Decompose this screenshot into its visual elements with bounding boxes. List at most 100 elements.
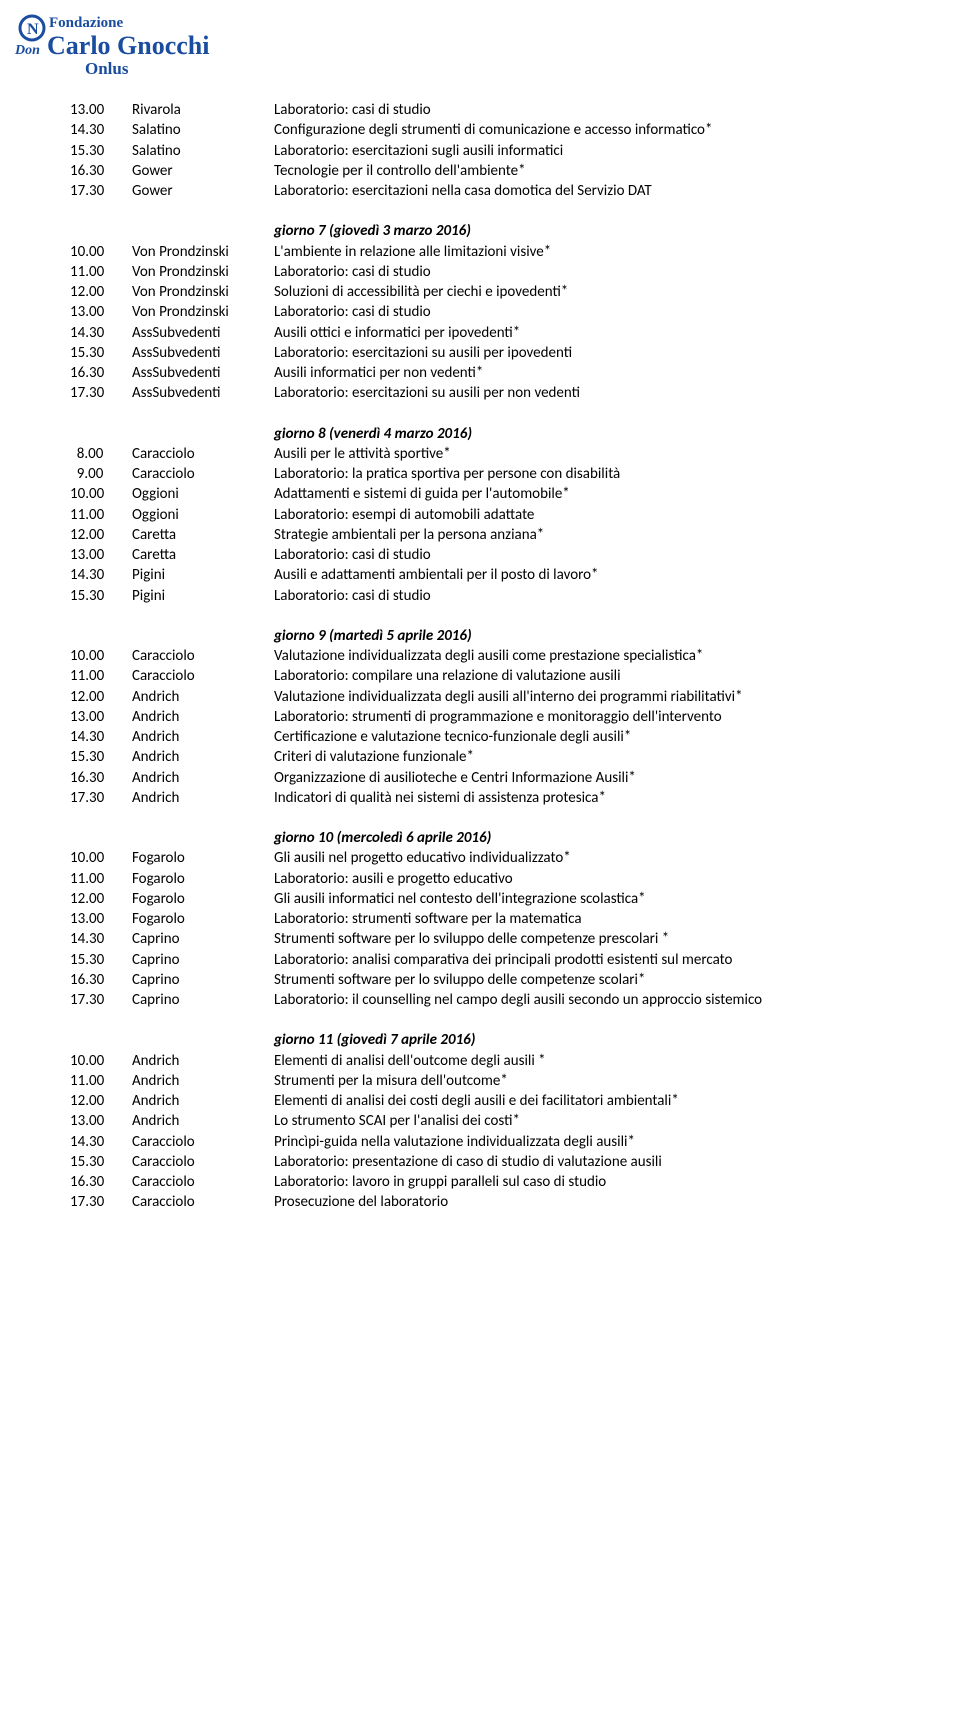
- speaker-cell: Von Prondzinski: [132, 302, 274, 322]
- time-cell: 10.00: [70, 1051, 132, 1071]
- time-cell: 13.00: [70, 707, 132, 727]
- schedule-row: 10.00AndrichElementi di analisi dell'out…: [70, 1051, 890, 1071]
- description-cell: Laboratorio: presentazione di caso di st…: [274, 1152, 890, 1172]
- description-cell: Laboratorio: esercitazioni sugli ausili …: [274, 141, 890, 161]
- schedule-row: 16.30CaprinoStrumenti software per lo sv…: [70, 970, 890, 990]
- day-heading: giorno 10 (mercoledì 6 aprile 2016): [274, 828, 890, 848]
- svg-text:Don: Don: [15, 43, 40, 58]
- schedule-row: 15.30CaraccioloLaboratorio: presentazion…: [70, 1152, 890, 1172]
- time-cell: 12.00: [70, 282, 132, 302]
- time-cell: 9.00: [70, 464, 132, 484]
- schedule-row: 10.00CaraccioloValutazione individualizz…: [70, 646, 890, 666]
- schedule-row: 13.00FogaroloLaboratorio: strumenti soft…: [70, 909, 890, 929]
- schedule-row: 14.30CaraccioloPrincìpi-guida nella valu…: [70, 1132, 890, 1152]
- schedule-row: 11.00AndrichStrumenti per la misura dell…: [70, 1071, 890, 1091]
- speaker-cell: Fogarolo: [132, 889, 274, 909]
- description-cell: Indicatori di qualità nei sistemi di ass…: [274, 788, 890, 808]
- speaker-cell: AssSubvedenti: [132, 343, 274, 363]
- description-cell: Strategie ambientali per la persona anzi…: [274, 525, 890, 545]
- description-cell: Lo strumento SCAI per l'analisi dei cost…: [274, 1111, 890, 1131]
- description-cell: Soluzioni di accessibilità per ciechi e …: [274, 282, 890, 302]
- time-cell: 10.00: [70, 848, 132, 868]
- time-cell: 15.30: [70, 343, 132, 363]
- description-cell: Princìpi-guida nella valutazione individ…: [274, 1132, 890, 1152]
- description-cell: Laboratorio: casi di studio: [274, 545, 890, 565]
- description-cell: Strumenti per la misura dell'outcome*: [274, 1071, 890, 1091]
- description-cell: Laboratorio: lavoro in gruppi paralleli …: [274, 1172, 890, 1192]
- description-cell: Laboratorio: il counselling nel campo de…: [274, 990, 890, 1010]
- time-cell: 16.30: [70, 363, 132, 383]
- description-cell: Laboratorio: casi di studio: [274, 100, 890, 120]
- description-cell: Ausili per le attività sportive*: [274, 444, 890, 464]
- time-cell: 10.00: [70, 484, 132, 504]
- day-heading: giorno 11 (giovedì 7 aprile 2016): [274, 1030, 890, 1050]
- schedule-row: 14.30PiginiAusili e adattamenti ambienta…: [70, 565, 890, 585]
- time-cell: 15.30: [70, 586, 132, 606]
- schedule-row: 14.30AssSubvedentiAusili ottici e inform…: [70, 323, 890, 343]
- speaker-cell: Gower: [132, 181, 274, 201]
- speaker-cell: Andrich: [132, 768, 274, 788]
- description-cell: Prosecuzione del laboratorio: [274, 1192, 890, 1212]
- description-cell: Laboratorio: esercitazioni su ausili per…: [274, 383, 890, 403]
- speaker-cell: Von Prondzinski: [132, 242, 274, 262]
- description-cell: Gli ausili informatici nel contesto dell…: [274, 889, 890, 909]
- speaker-cell: Andrich: [132, 727, 274, 747]
- schedule-row: 9.00CaraccioloLaboratorio: la pratica sp…: [70, 464, 890, 484]
- schedule-row: 17.30AndrichIndicatori di qualità nei si…: [70, 788, 890, 808]
- speaker-cell: Caprino: [132, 950, 274, 970]
- day-block: 10.00 Fogarolo Gli ausili nel progetto edu…: [70, 848, 890, 1010]
- description-cell: Laboratorio: strumenti software per la m…: [274, 909, 890, 929]
- description-cell: Laboratorio: compilare una relazione di …: [274, 666, 890, 686]
- description-cell: Tecnologie per il controllo dell'ambient…: [274, 161, 890, 181]
- speaker-cell: AssSubvedenti: [132, 323, 274, 343]
- time-cell: 14.30: [70, 929, 132, 949]
- schedule-row: 13.00RivarolaLaboratorio: casi di studio: [70, 100, 890, 120]
- description-cell: Elementi di analisi dell'outcome degli a…: [274, 1051, 890, 1071]
- speaker-cell: Caretta: [132, 525, 274, 545]
- description-cell: Gli ausili nel progetto educativo indivi…: [274, 848, 890, 868]
- schedule-row: 15.30AndrichCriteri di valutazione funzi…: [70, 747, 890, 767]
- svg-text:Onlus: Onlus: [85, 59, 129, 78]
- description-cell: Adattamenti e sistemi di guida per l'aut…: [274, 484, 890, 504]
- speaker-cell: Andrich: [132, 788, 274, 808]
- schedule-row: 12.00Von ProndzinskiSoluzioni di accessi…: [70, 282, 890, 302]
- time-cell: 10.00: [70, 646, 132, 666]
- time-cell: 11.00: [70, 505, 132, 525]
- description-cell: Ausili informatici per non vedenti*: [274, 363, 890, 383]
- schedule-row: 16.30CaraccioloLaboratorio: lavoro in gr…: [70, 1172, 890, 1192]
- speaker-cell: Caprino: [132, 929, 274, 949]
- schedule-row: 11.00CaraccioloLaboratorio: compilare un…: [70, 666, 890, 686]
- logo: N Fondazione Don Carlo Gnocchi Onlus: [15, 12, 890, 82]
- speaker-cell: Caracciolo: [132, 1132, 274, 1152]
- speaker-cell: Andrich: [132, 687, 274, 707]
- day-block: 13.00RivarolaLaboratorio: casi di studio…: [70, 100, 890, 201]
- day-block: 10.00Von ProndzinskiL'ambiente in relazi…: [70, 242, 890, 404]
- time-cell: 17.30: [70, 383, 132, 403]
- time-cell: 14.30: [70, 1132, 132, 1152]
- schedule-row: 16.30GowerTecnologie per il controllo de…: [70, 161, 890, 181]
- schedule-row: 11.00OggioniLaboratorio: esempi di autom…: [70, 505, 890, 525]
- time-cell: 15.30: [70, 141, 132, 161]
- description-cell: Laboratorio: casi di studio: [274, 262, 890, 282]
- speaker-cell: Caretta: [132, 545, 274, 565]
- description-cell: Organizzazione di ausilioteche e Centri …: [274, 768, 890, 788]
- schedule-row: 16.30AssSubvedentiAusili informatici per…: [70, 363, 890, 383]
- schedule-row: 17.30GowerLaboratorio: esercitazioni nel…: [70, 181, 890, 201]
- time-cell: 15.30: [70, 747, 132, 767]
- schedule-row: 13.00AndrichLo strumento SCAI per l'anal…: [70, 1111, 890, 1131]
- schedule-row: 13.00Von ProndzinskiLaboratorio: casi di…: [70, 302, 890, 322]
- speaker-cell: AssSubvedenti: [132, 363, 274, 383]
- day-heading: giorno 9 (martedì 5 aprile 2016): [274, 626, 890, 646]
- time-cell: 11.00: [70, 666, 132, 686]
- day-block: 8.00CaraccioloAusili per le attività spo…: [70, 444, 890, 606]
- speaker-cell: Caracciolo: [132, 1172, 274, 1192]
- schedule-row: 15.30CaprinoLaboratorio: analisi compara…: [70, 950, 890, 970]
- speaker-cell: Caracciolo: [132, 444, 274, 464]
- description-cell: Laboratorio: la pratica sportiva per per…: [274, 464, 890, 484]
- time-cell: 16.30: [70, 970, 132, 990]
- schedule-row: 13.00AndrichLaboratorio: strumenti di pr…: [70, 707, 890, 727]
- time-cell: 14.30: [70, 727, 132, 747]
- schedule-row: 15.30SalatinoLaboratorio: esercitazioni …: [70, 141, 890, 161]
- schedule-row: 12.00AndrichElementi di analisi dei cost…: [70, 1091, 890, 1111]
- time-cell: 17.30: [70, 181, 132, 201]
